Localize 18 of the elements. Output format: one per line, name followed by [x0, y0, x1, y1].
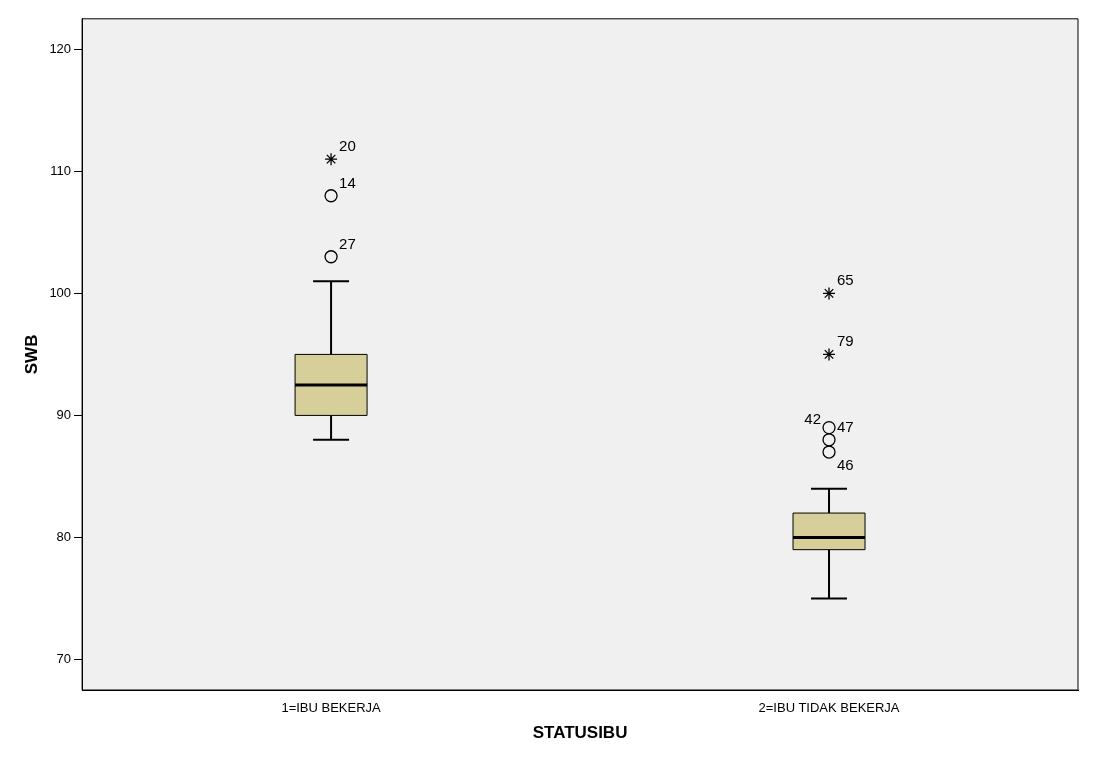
annotation: 47: [837, 417, 854, 435]
x-tick-label: 2=IBU TIDAK BEKERJA: [758, 700, 900, 716]
y-tick-label: 90: [56, 407, 72, 422]
x-axis-title: STATUSIBU: [532, 723, 628, 743]
x-tick-label: 1=IBU BEKERJA: [281, 700, 382, 716]
y-tick-label: 120: [49, 40, 72, 56]
annotation: 27: [339, 234, 356, 252]
annotation: 46: [837, 456, 854, 474]
annotation: 65: [837, 271, 854, 289]
annotation: 42: [804, 409, 822, 427]
y-axis-title: SWB: [21, 334, 41, 375]
y-tick-label: 70: [56, 651, 72, 667]
y-tick-label: 100: [49, 284, 72, 300]
y-tick-label: 110: [50, 162, 72, 178]
annotation: 14: [339, 173, 356, 191]
annotation: 79: [837, 332, 854, 350]
y-tick-label: 80: [56, 529, 72, 545]
annotation: 20: [339, 137, 356, 155]
